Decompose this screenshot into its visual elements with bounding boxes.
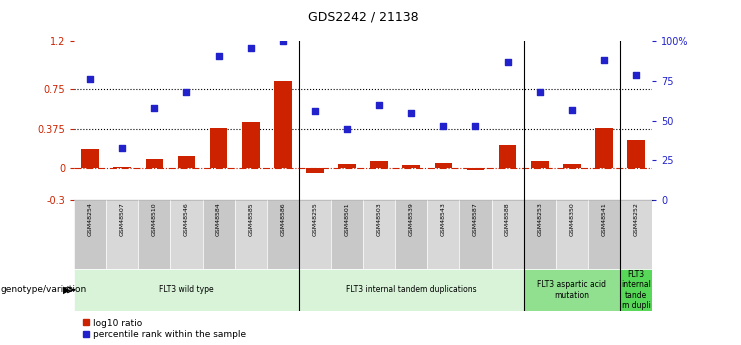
Bar bbox=[178, 156, 196, 168]
Bar bbox=[556, 200, 588, 269]
Text: GSM48584: GSM48584 bbox=[216, 202, 221, 236]
Bar bbox=[531, 161, 548, 168]
Text: GSM48252: GSM48252 bbox=[634, 202, 639, 236]
Point bbox=[148, 105, 160, 111]
Bar bbox=[459, 200, 491, 269]
Bar bbox=[113, 167, 131, 168]
Bar bbox=[338, 164, 356, 168]
Bar bbox=[499, 145, 516, 168]
Point bbox=[373, 102, 385, 108]
Bar bbox=[139, 200, 170, 269]
Point bbox=[213, 53, 225, 58]
Bar bbox=[242, 122, 259, 168]
Bar bbox=[306, 168, 324, 172]
Bar bbox=[620, 269, 652, 310]
Bar bbox=[331, 200, 363, 269]
Text: FLT3 internal tandem duplications: FLT3 internal tandem duplications bbox=[346, 285, 476, 294]
Bar bbox=[402, 165, 420, 168]
Text: GSM48350: GSM48350 bbox=[569, 202, 574, 236]
Bar bbox=[491, 200, 524, 269]
Bar bbox=[524, 269, 620, 310]
Bar bbox=[363, 200, 395, 269]
Bar bbox=[170, 200, 202, 269]
Text: GSM48253: GSM48253 bbox=[537, 202, 542, 236]
Point bbox=[277, 39, 289, 44]
Point bbox=[502, 59, 514, 65]
Point bbox=[598, 58, 610, 63]
Bar bbox=[299, 200, 331, 269]
Text: GSM48501: GSM48501 bbox=[345, 202, 350, 236]
Point bbox=[309, 108, 321, 114]
Bar bbox=[106, 200, 139, 269]
Bar bbox=[82, 149, 99, 168]
Point bbox=[84, 77, 96, 82]
Legend: log10 ratio, percentile rank within the sample: log10 ratio, percentile rank within the … bbox=[79, 315, 250, 343]
Point bbox=[405, 110, 417, 116]
Text: FLT3 wild type: FLT3 wild type bbox=[159, 285, 214, 294]
Text: GSM48546: GSM48546 bbox=[184, 202, 189, 236]
Text: GSM48255: GSM48255 bbox=[313, 202, 317, 236]
Point bbox=[181, 89, 193, 95]
Bar bbox=[267, 200, 299, 269]
Bar bbox=[595, 128, 613, 168]
Text: GSM48588: GSM48588 bbox=[505, 202, 510, 236]
Point bbox=[437, 123, 449, 128]
Text: GSM48541: GSM48541 bbox=[602, 202, 606, 236]
Bar bbox=[145, 159, 163, 168]
Text: FLT3 aspartic acid
mutation: FLT3 aspartic acid mutation bbox=[537, 280, 606, 299]
Point bbox=[630, 72, 642, 78]
Bar bbox=[274, 80, 292, 168]
Bar bbox=[74, 200, 106, 269]
Bar bbox=[370, 161, 388, 168]
Text: GSM48587: GSM48587 bbox=[473, 202, 478, 236]
Bar bbox=[524, 200, 556, 269]
Bar bbox=[202, 200, 235, 269]
Point bbox=[245, 45, 256, 50]
Bar bbox=[210, 128, 227, 168]
Text: GSM48510: GSM48510 bbox=[152, 202, 157, 236]
Bar bbox=[620, 200, 652, 269]
Text: GSM48543: GSM48543 bbox=[441, 202, 446, 236]
Bar bbox=[395, 200, 428, 269]
Bar bbox=[74, 269, 299, 310]
Text: FLT3
internal
tande
m dupli: FLT3 internal tande m dupli bbox=[621, 270, 651, 310]
Text: GSM48586: GSM48586 bbox=[280, 202, 285, 236]
Bar bbox=[563, 164, 581, 168]
Point bbox=[341, 126, 353, 131]
Text: GSM48254: GSM48254 bbox=[87, 202, 93, 236]
Text: GSM48585: GSM48585 bbox=[248, 202, 253, 236]
Text: genotype/variation: genotype/variation bbox=[1, 285, 87, 294]
Text: GSM48503: GSM48503 bbox=[376, 202, 382, 236]
Text: GSM48539: GSM48539 bbox=[409, 202, 413, 236]
Bar bbox=[434, 163, 452, 168]
Point bbox=[566, 107, 578, 112]
Bar bbox=[235, 200, 267, 269]
Bar bbox=[588, 200, 620, 269]
Text: ▶: ▶ bbox=[63, 285, 70, 295]
Point bbox=[470, 123, 482, 128]
Point bbox=[116, 145, 128, 150]
Bar bbox=[467, 168, 485, 170]
Text: GDS2242 / 21138: GDS2242 / 21138 bbox=[308, 10, 419, 23]
Bar bbox=[627, 140, 645, 168]
Bar bbox=[428, 200, 459, 269]
Bar bbox=[299, 269, 524, 310]
Point bbox=[534, 89, 545, 95]
Text: GSM48507: GSM48507 bbox=[120, 202, 124, 236]
